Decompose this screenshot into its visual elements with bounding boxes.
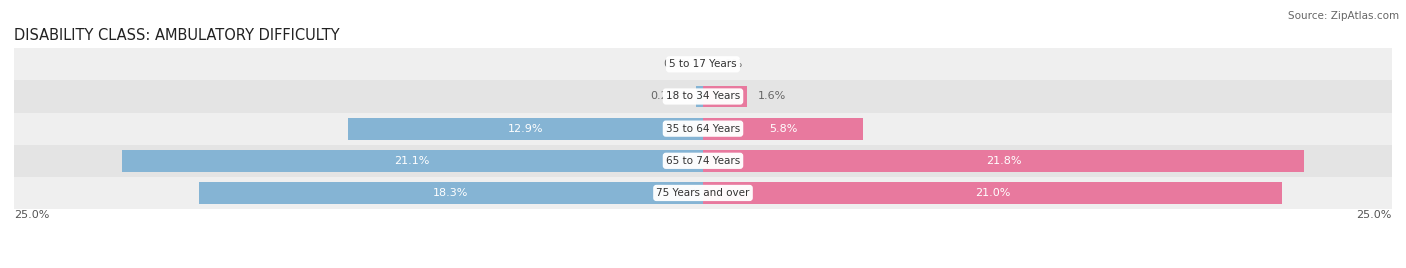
Text: 21.8%: 21.8% <box>986 156 1021 166</box>
Bar <box>703 150 1303 172</box>
Text: 21.1%: 21.1% <box>395 156 430 166</box>
Text: 25.0%: 25.0% <box>1357 210 1392 220</box>
Bar <box>703 118 863 140</box>
Bar <box>14 48 1392 80</box>
Text: 0.24%: 0.24% <box>650 91 685 102</box>
Bar <box>14 113 1392 145</box>
Bar <box>703 85 747 107</box>
Text: 1.6%: 1.6% <box>758 91 786 102</box>
Text: 35 to 64 Years: 35 to 64 Years <box>666 124 740 134</box>
Legend: Male, Female: Male, Female <box>647 267 759 268</box>
Text: DISABILITY CLASS: AMBULATORY DIFFICULTY: DISABILITY CLASS: AMBULATORY DIFFICULTY <box>14 28 340 43</box>
Text: 18.3%: 18.3% <box>433 188 468 198</box>
Text: 12.9%: 12.9% <box>508 124 543 134</box>
Text: 75 Years and over: 75 Years and over <box>657 188 749 198</box>
Text: 5.8%: 5.8% <box>769 124 797 134</box>
Text: Source: ZipAtlas.com: Source: ZipAtlas.com <box>1288 11 1399 21</box>
Text: 65 to 74 Years: 65 to 74 Years <box>666 156 740 166</box>
Bar <box>14 145 1392 177</box>
Text: 5 to 17 Years: 5 to 17 Years <box>669 59 737 69</box>
Bar <box>198 182 703 204</box>
Bar <box>347 118 703 140</box>
Text: 0.0%: 0.0% <box>664 59 692 69</box>
Bar <box>703 182 1282 204</box>
Text: 18 to 34 Years: 18 to 34 Years <box>666 91 740 102</box>
Bar <box>14 177 1392 209</box>
Bar <box>696 85 703 107</box>
Text: 25.0%: 25.0% <box>14 210 49 220</box>
Text: 21.0%: 21.0% <box>974 188 1010 198</box>
Bar <box>121 150 703 172</box>
Bar <box>14 80 1392 113</box>
Text: 0.0%: 0.0% <box>714 59 742 69</box>
